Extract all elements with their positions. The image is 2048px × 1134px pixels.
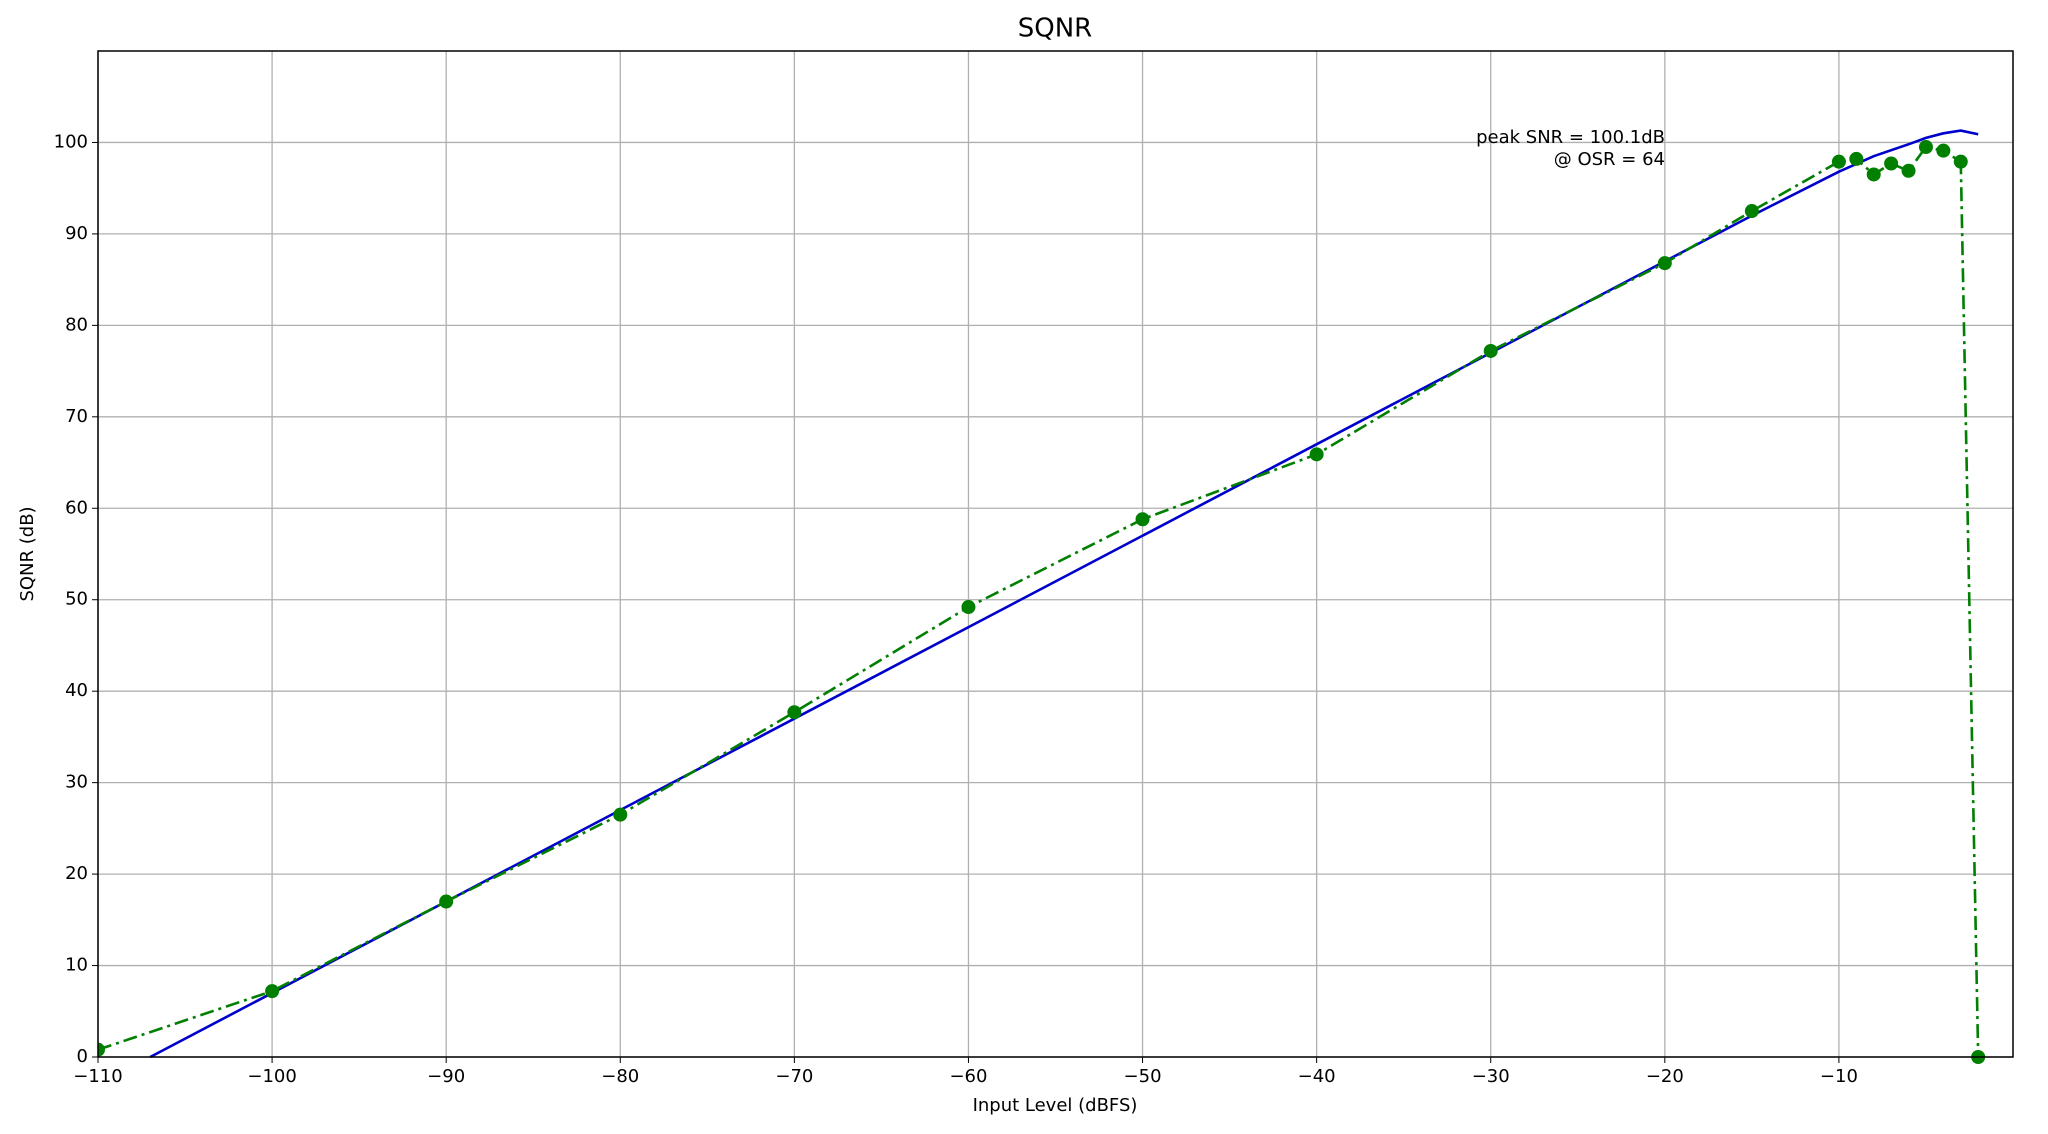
data-point: [961, 600, 976, 615]
y-tick-label: 80: [65, 314, 88, 335]
x-tick-label: −70: [775, 1066, 813, 1087]
data-point: [98, 1042, 105, 1057]
x-tick-label: −90: [427, 1066, 465, 1087]
data-point: [613, 807, 628, 822]
data-point: [787, 705, 802, 720]
data-point: [1936, 143, 1951, 158]
data-point: [1135, 512, 1150, 527]
data-point: [265, 984, 280, 999]
y-tick-label: 90: [65, 223, 88, 244]
y-tick-label: 0: [77, 1046, 88, 1067]
plot-frame: [97, 50, 2014, 1058]
y-tick-label: 60: [65, 497, 88, 518]
annotation: @ OSR = 64: [1554, 149, 1665, 170]
data-point: [1884, 156, 1899, 171]
x-tick-label: −80: [601, 1066, 639, 1087]
data-point: [1901, 163, 1916, 178]
x-tick-label: −50: [1124, 1066, 1162, 1087]
data-point: [1953, 154, 1968, 169]
y-tick-label: 10: [65, 955, 88, 976]
x-tick-label: −10: [1820, 1066, 1858, 1087]
y-axis-label: SQNR (dB): [17, 506, 38, 601]
y-tick-label: 70: [65, 406, 88, 427]
x-tick-label: −20: [1646, 1066, 1684, 1087]
y-tick-label: 20: [65, 863, 88, 884]
annotation: peak SNR = 100.1dB: [1476, 127, 1665, 148]
data-point: [1309, 447, 1324, 462]
data-point: [439, 894, 454, 909]
x-tick-label: −30: [1472, 1066, 1510, 1087]
data-point: [1831, 154, 1846, 169]
y-tick-label: 40: [65, 680, 88, 701]
x-tick-label: −110: [73, 1066, 122, 1087]
series-line: [149, 129, 1979, 1059]
data-point: [1483, 343, 1498, 358]
x-tick-label: −40: [1298, 1066, 1336, 1087]
data-point: [1918, 140, 1933, 155]
data-point: [1657, 256, 1672, 271]
x-axis-label: Input Level (dBFS): [973, 1095, 1138, 1116]
data-point: [1849, 151, 1864, 166]
y-tick-label: 50: [65, 589, 88, 610]
y-tick-label: 30: [65, 772, 88, 793]
y-tick-label: 100: [54, 131, 88, 152]
x-tick-label: −60: [949, 1066, 987, 1087]
data-point: [1866, 167, 1881, 182]
chart-title: SQNR: [1018, 14, 1092, 44]
data-point: [1744, 204, 1759, 219]
x-tick-label: −100: [247, 1066, 296, 1087]
